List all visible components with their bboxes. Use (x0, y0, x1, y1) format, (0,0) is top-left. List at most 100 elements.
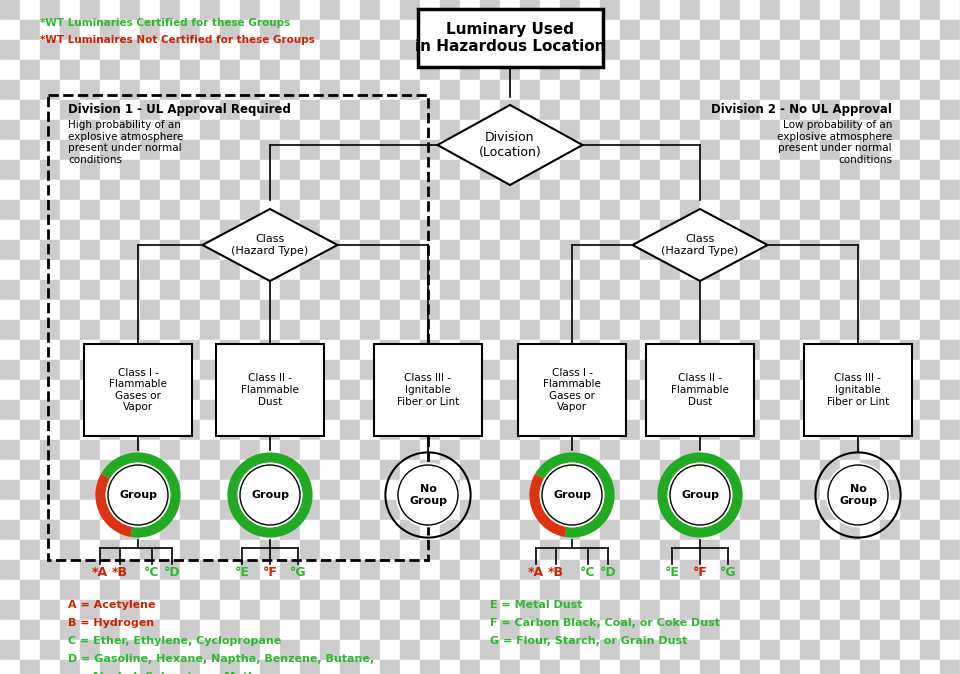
Bar (220, 80, 240, 100)
Bar (820, 660, 840, 674)
Bar (660, 320, 680, 340)
Bar (360, 640, 380, 660)
Bar (340, 260, 360, 280)
Bar (300, 460, 320, 480)
Bar (900, 140, 920, 160)
Bar (700, 20, 720, 40)
Bar (40, 180, 60, 200)
Bar (700, 660, 720, 674)
Bar (780, 560, 800, 580)
Bar (300, 620, 320, 640)
Bar (160, 80, 180, 100)
Bar (800, 180, 820, 200)
Bar (900, 520, 920, 540)
Text: Class I -
Flammable
Gases or
Vapor: Class I - Flammable Gases or Vapor (543, 367, 601, 412)
Bar (320, 520, 340, 540)
Bar (120, 620, 140, 640)
Bar (780, 80, 800, 100)
Wedge shape (228, 452, 313, 538)
Bar (900, 620, 920, 640)
Bar (740, 520, 760, 540)
Bar (120, 440, 140, 460)
Bar (860, 600, 880, 620)
Bar (80, 180, 100, 200)
Bar (940, 580, 960, 600)
Bar (900, 420, 920, 440)
Bar (280, 180, 300, 200)
Bar (880, 420, 900, 440)
Bar (720, 220, 740, 240)
Bar (480, 480, 500, 500)
Bar (300, 100, 320, 120)
Bar (680, 300, 700, 320)
Circle shape (108, 465, 168, 525)
Bar (300, 260, 320, 280)
Bar (320, 280, 340, 300)
Bar (440, 60, 460, 80)
Bar (180, 60, 200, 80)
Bar (620, 560, 640, 580)
Bar (640, 240, 660, 260)
Bar (900, 60, 920, 80)
Bar (340, 520, 360, 540)
Bar (240, 340, 260, 360)
Bar (120, 640, 140, 660)
Bar (880, 220, 900, 240)
Bar (720, 60, 740, 80)
Bar (400, 320, 420, 340)
Bar (360, 100, 380, 120)
Bar (160, 620, 180, 640)
Bar (340, 200, 360, 220)
Bar (860, 460, 880, 480)
Bar (220, 660, 240, 674)
Text: Division 1 - UL Approval Required: Division 1 - UL Approval Required (68, 103, 291, 116)
Bar (420, 600, 440, 620)
Bar (40, 380, 60, 400)
Bar (700, 620, 720, 640)
Bar (120, 480, 140, 500)
Bar (680, 600, 700, 620)
Bar (740, 40, 760, 60)
Bar (660, 140, 680, 160)
Bar (80, 140, 100, 160)
Bar (180, 600, 200, 620)
Bar (80, 600, 100, 620)
Bar (100, 280, 120, 300)
Bar (260, 260, 280, 280)
Bar (760, 340, 780, 360)
Bar (540, 560, 560, 580)
Bar (40, 600, 60, 620)
Bar (820, 160, 840, 180)
Bar (440, 480, 460, 500)
Bar (880, 260, 900, 280)
Bar (680, 440, 700, 460)
Bar (320, 540, 340, 560)
Bar (300, 300, 320, 320)
Bar (160, 200, 180, 220)
Bar (140, 380, 160, 400)
Bar (540, 500, 560, 520)
Bar (500, 240, 520, 260)
Text: Class III -
Ignitable
Fiber or Lint: Class III - Ignitable Fiber or Lint (827, 373, 889, 406)
Bar (860, 200, 880, 220)
Bar (40, 240, 60, 260)
Bar (40, 280, 60, 300)
Bar (580, 600, 600, 620)
Bar (920, 340, 940, 360)
Bar (100, 360, 120, 380)
Bar (440, 540, 460, 560)
Bar (480, 260, 500, 280)
Bar (240, 540, 260, 560)
Bar (780, 580, 800, 600)
Bar (840, 560, 860, 580)
Bar (600, 180, 620, 200)
Bar (400, 160, 420, 180)
Bar (260, 300, 280, 320)
Bar (600, 620, 620, 640)
Text: °G: °G (720, 565, 736, 578)
Bar (520, 300, 540, 320)
Bar (280, 20, 300, 40)
Bar (320, 360, 340, 380)
Bar (400, 500, 420, 520)
Bar (240, 560, 260, 580)
